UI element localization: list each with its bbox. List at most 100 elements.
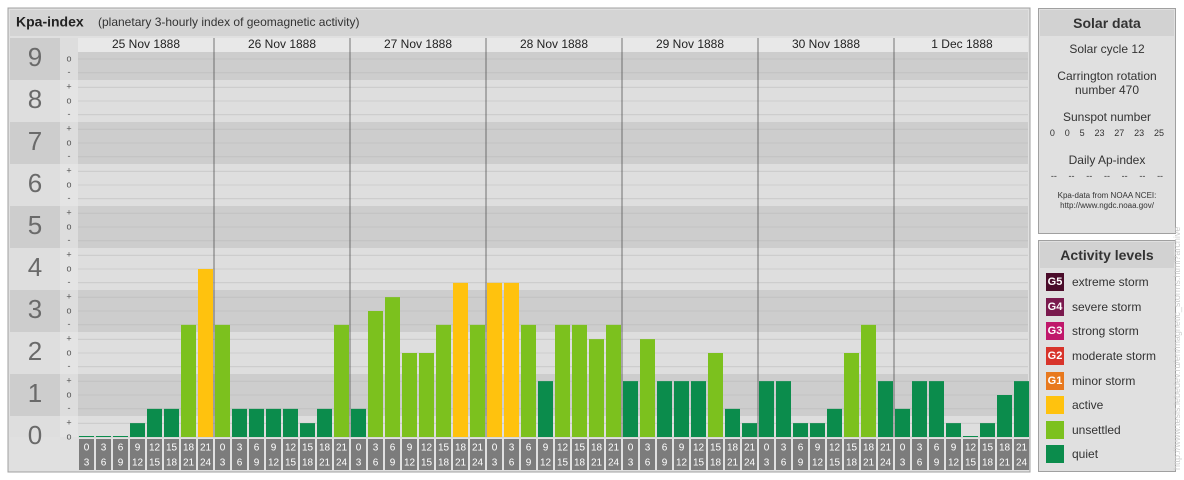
bar: [725, 408, 740, 437]
hour-start: 6: [934, 443, 940, 454]
level-label: minor storm: [1072, 373, 1136, 388]
level-swatch: G5: [1046, 273, 1064, 292]
hour-box: [300, 439, 315, 470]
levels-list: G5 extreme storm G4 severe storm G3 strong st…: [1039, 270, 1175, 467]
y-tick-label: 9: [28, 42, 42, 72]
hour-start: 0: [84, 443, 90, 454]
hour-start: 18: [591, 443, 603, 454]
hour-start: 3: [917, 443, 923, 454]
hour-box: [708, 439, 723, 470]
bar: [776, 381, 791, 437]
level-swatch: [1046, 396, 1064, 415]
hour-start: 9: [135, 443, 141, 454]
level-item: active: [1039, 393, 1175, 418]
hour-box: [725, 439, 740, 470]
hour-start: 15: [438, 443, 450, 454]
y-tick-label: 5: [28, 210, 42, 240]
bar: [334, 324, 349, 437]
minor-tick-label: o: [66, 179, 71, 189]
hour-box: [776, 439, 791, 470]
hour-box: [368, 439, 383, 470]
hour-end: 15: [149, 458, 161, 469]
y-tick-label: 0: [28, 420, 42, 450]
hour-end: 18: [438, 458, 450, 469]
bar: [691, 381, 706, 437]
bar: [164, 408, 179, 437]
hour-start: 9: [815, 443, 821, 454]
hour-end: 21: [727, 458, 739, 469]
hour-start: 9: [407, 443, 413, 454]
hour-end: 6: [373, 458, 379, 469]
hour-start: 18: [319, 443, 331, 454]
hour-box: [419, 439, 434, 470]
minor-tick-label: +: [66, 418, 71, 428]
chart-title: Kpa-index: [16, 14, 84, 30]
hour-box: [453, 439, 468, 470]
bar: [232, 408, 247, 437]
sunspot-value: 0: [1064, 128, 1070, 138]
level-label: quiet: [1072, 447, 1099, 462]
hour-box: [147, 439, 162, 470]
y-tick-label: 8: [28, 84, 42, 114]
bar: [453, 282, 468, 437]
bar: [419, 353, 434, 437]
bar: [249, 408, 264, 437]
date-label: 30 Nov 1888: [792, 37, 860, 51]
hour-end: 21: [183, 458, 195, 469]
hour-box: [606, 439, 621, 470]
ap-value: --: [1103, 171, 1110, 181]
hour-box: [130, 439, 145, 470]
minor-tick-label: -: [68, 319, 71, 329]
level-item: G3 strong storm: [1039, 319, 1175, 344]
bar: [96, 436, 111, 437]
hour-start: 12: [149, 443, 161, 454]
y-tick-label: 4: [28, 252, 42, 282]
hour-start: 3: [373, 443, 379, 454]
hour-end: 18: [846, 458, 858, 469]
sunspot-value: 5: [1079, 128, 1085, 138]
bar: [283, 408, 298, 437]
minor-tick-label: -: [68, 361, 71, 371]
minor-tick-label: o: [66, 431, 71, 441]
hour-end: 15: [829, 458, 841, 469]
hour-start: 3: [781, 443, 787, 454]
hour-box: [198, 439, 213, 470]
minor-tick-label: o: [66, 305, 71, 315]
ap-value: --: [1050, 171, 1057, 181]
bar: [793, 423, 808, 437]
hour-start: 9: [271, 443, 277, 454]
hour-start: 12: [693, 443, 705, 454]
ap-value: --: [1121, 171, 1128, 181]
hour-start: 18: [183, 443, 195, 454]
hour-start: 15: [574, 443, 586, 454]
bar: [844, 353, 859, 437]
hour-end: 12: [268, 458, 280, 469]
ap-value: --: [1086, 171, 1093, 181]
bar: [351, 408, 366, 437]
hour-end: 21: [999, 458, 1011, 469]
hour-end: 15: [693, 458, 705, 469]
bar: [300, 423, 315, 437]
hour-box: [589, 439, 604, 470]
date-header: [78, 38, 1028, 52]
hour-box: [232, 439, 247, 470]
hour-box: [470, 439, 485, 470]
bar: [878, 381, 893, 437]
hour-box: [623, 439, 638, 470]
hour-box: [79, 439, 94, 470]
hour-end: 18: [574, 458, 586, 469]
levels-panel: Activity levels G5 extreme storm G4 severe …: [1038, 240, 1176, 472]
hour-start: 6: [390, 443, 396, 454]
y-tick-label: 3: [28, 294, 42, 324]
minor-tick-label: -: [68, 235, 71, 245]
level-swatch: [1046, 445, 1064, 464]
hour-box: [674, 439, 689, 470]
minor-tick-label: -: [68, 277, 71, 287]
bar: [742, 423, 757, 437]
bar: [708, 353, 723, 437]
hour-box: [878, 439, 893, 470]
watermark: http://www.tesis.lebedev.ru/en/magnetic_…: [1172, 226, 1182, 470]
solar-title: Solar data: [1040, 10, 1174, 36]
hour-start: 12: [965, 443, 977, 454]
hour-start: 21: [472, 443, 484, 454]
